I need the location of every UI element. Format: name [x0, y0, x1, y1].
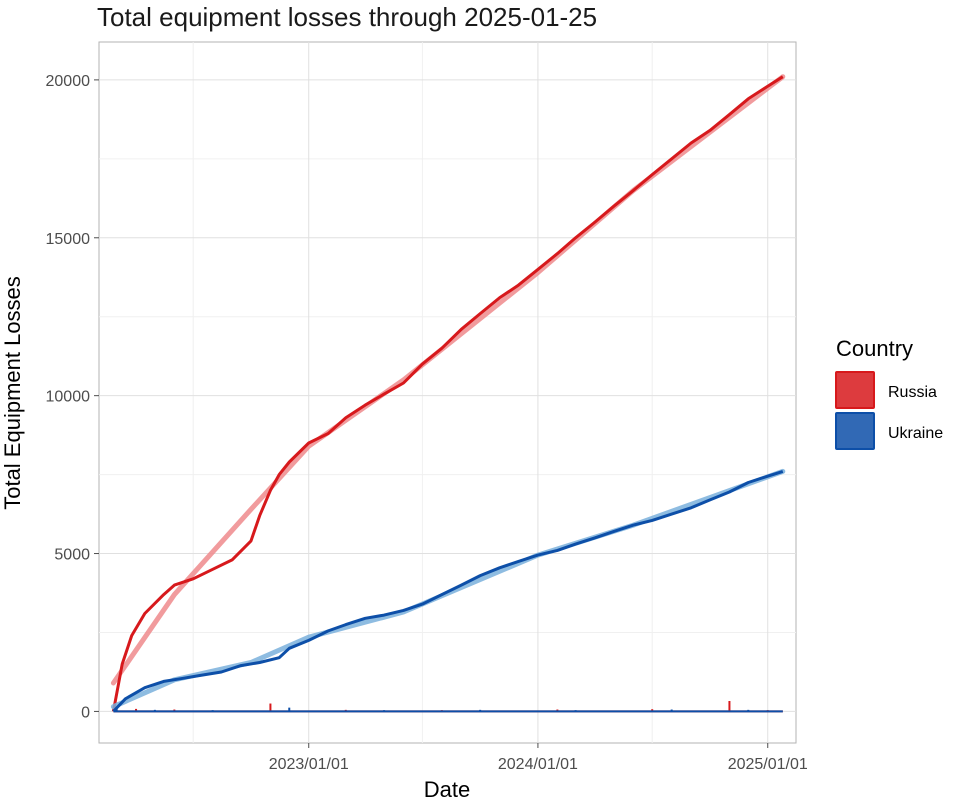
x-axis: 2023/01/01 2024/01/01 2025/01/01 [269, 743, 808, 773]
x-tick-label: 2023/01/01 [269, 756, 349, 773]
x-tick-label: 2025/01/01 [728, 756, 808, 773]
series-line-ukraine [112, 469, 784, 713]
grid-major [99, 42, 796, 743]
legend-title: Country [836, 336, 913, 361]
legend-label-russia: Russia [888, 384, 937, 401]
legend-key-russia [835, 371, 875, 409]
y-tick-label: 10000 [46, 389, 91, 406]
series-line-russia [111, 75, 784, 712]
series-layer [110, 74, 786, 713]
chart-title: Total equipment losses through 2025-01-2… [97, 2, 597, 32]
legend-label-ukraine: Ukraine [888, 425, 943, 442]
y-tick-label: 0 [81, 704, 90, 721]
legend-key-ukraine [835, 412, 875, 450]
grid-minor [99, 42, 796, 743]
x-axis-title: Date [424, 777, 470, 802]
y-axis-title: Total Equipment Losses [0, 276, 25, 510]
legend: Country Russia Ukraine [835, 336, 943, 450]
x-tick-label: 2024/01/01 [498, 756, 578, 773]
y-axis: 0 5000 10000 15000 20000 [46, 73, 99, 721]
y-tick-label: 15000 [46, 231, 91, 248]
y-tick-label: 20000 [46, 73, 91, 90]
y-tick-label: 5000 [54, 547, 90, 564]
